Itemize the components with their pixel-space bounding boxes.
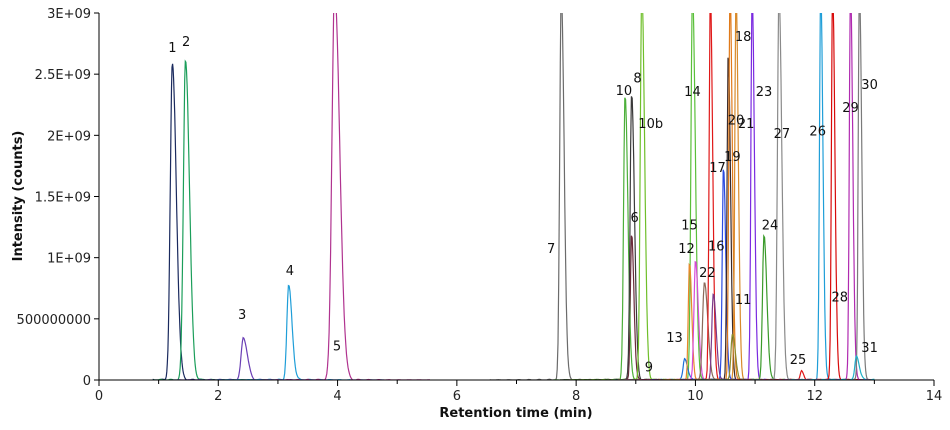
peak-trace xyxy=(658,13,826,380)
peak-label: 27 xyxy=(774,127,791,142)
peak-label: 24 xyxy=(762,219,779,234)
peak-label: 21 xyxy=(738,117,755,132)
peak-label: 19 xyxy=(724,150,741,165)
peak-label: 20 xyxy=(728,113,745,128)
y-tick-label: 500000000 xyxy=(17,313,91,328)
peak-label: 25 xyxy=(790,353,807,368)
y-tick-label: 0 xyxy=(83,374,91,389)
peak-label: 3 xyxy=(238,308,246,323)
peak-trace xyxy=(620,13,788,380)
peak-annotations: 1 234567891010b11121314151617181920212223… xyxy=(168,30,878,375)
peak-label: 15 xyxy=(681,219,698,234)
x-tick-label: 6 xyxy=(453,389,461,404)
peak-label: 12 xyxy=(678,242,695,257)
peak-label: 22 xyxy=(699,266,716,281)
peak-label: 4 xyxy=(286,264,294,279)
peak-label: 5 xyxy=(333,340,341,355)
peak-label: 31 xyxy=(861,341,878,356)
x-tick-label: 0 xyxy=(95,389,103,404)
peak-trace xyxy=(152,59,281,380)
peak-trace xyxy=(784,354,875,380)
peak-label: 6 xyxy=(630,211,638,226)
peak-trace xyxy=(217,284,385,380)
peak-label: 16 xyxy=(708,239,725,254)
peak-label: 13 xyxy=(666,331,683,346)
y-axis-ticks: 0 500000000 1E+09 1.5E+09 2E+09 2.5E+09 3E+09 xyxy=(17,7,99,389)
y-tick-label: 3E+09 xyxy=(47,7,91,22)
peak-label: 30 xyxy=(861,78,878,93)
peak-label: 28 xyxy=(831,291,848,306)
x-tick-label: 8 xyxy=(572,389,580,404)
peak-label: 10b xyxy=(638,117,663,132)
x-tick-label: 12 xyxy=(806,389,823,404)
peak-label: 14 xyxy=(684,85,701,100)
peak-trace xyxy=(778,13,875,380)
peak-trace xyxy=(263,13,430,380)
peak-label: 7 xyxy=(547,242,555,257)
peak-trace xyxy=(489,13,657,380)
peak-label: 2 xyxy=(182,35,190,50)
peak-label: 11 xyxy=(735,293,752,308)
peak-label: 17 xyxy=(709,161,726,176)
y-tick-label: 2E+09 xyxy=(47,129,91,144)
y-axis-title: Intensity (counts) xyxy=(11,131,26,262)
y-tick-label: 1.5E+09 xyxy=(35,191,91,206)
x-axis-title: Retention time (min) xyxy=(439,406,592,421)
x-tick-label: 2 xyxy=(214,389,222,404)
y-tick-label: 2.5E+09 xyxy=(35,68,91,83)
peak-label: 1 xyxy=(168,41,176,56)
chromatogram-traces xyxy=(152,13,875,380)
x-tick-label: 14 xyxy=(926,389,943,404)
peak-trace xyxy=(560,235,727,380)
peak-trace xyxy=(152,63,268,380)
x-tick-label: 4 xyxy=(333,389,341,404)
axes xyxy=(98,13,934,381)
x-tick-label: 10 xyxy=(687,389,704,404)
peak-label: 23 xyxy=(756,85,773,100)
peak-label: 26 xyxy=(809,124,826,139)
peak-label: 9 xyxy=(645,360,653,375)
x-axis-ticks: 0 2 4 6 8 10 12 14 xyxy=(95,380,942,404)
y-tick-label: 1E+09 xyxy=(47,252,91,267)
peak-label: 18 xyxy=(735,30,752,45)
peak-label: 29 xyxy=(842,101,859,116)
peak-label: 10 xyxy=(616,84,633,99)
peak-label: 8 xyxy=(633,72,641,87)
